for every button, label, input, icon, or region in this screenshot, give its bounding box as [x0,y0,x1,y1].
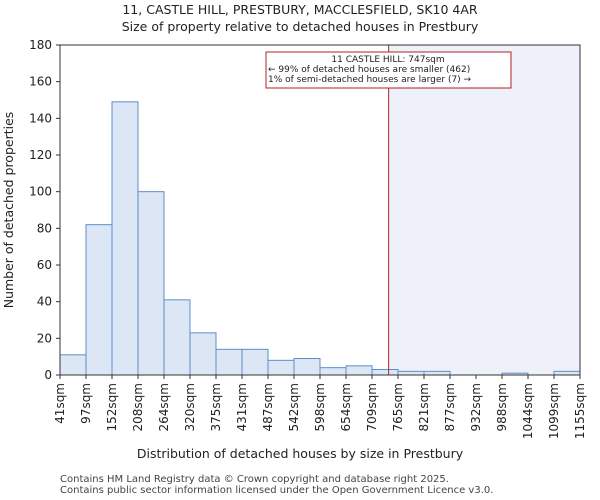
x-tick-label: 264sqm [157,383,171,431]
x-axis-label: Distribution of detached houses by size … [137,446,464,461]
bar-97sqm [85,224,113,376]
bar-598sqm [319,367,347,376]
x-tick-label: 375sqm [209,383,223,431]
y-tick-label: 60 [37,258,52,272]
x-tick-label: 487sqm [261,383,275,431]
bar-431sqm [241,348,269,376]
y-tick-label: 40 [37,295,52,309]
footer-line1: Contains HM Land Registry data © Crown c… [60,474,449,485]
bar-487sqm [267,359,295,376]
y-tick-label: 160 [29,75,52,89]
x-tick-label: 152sqm [105,383,119,431]
annotation-line2: ← 99% of detached houses are smaller (46… [268,65,470,75]
x-tick-label: 1099sqm [547,383,561,439]
annotation-line3: 1% of semi-detached houses are larger (7… [268,75,472,85]
bar-821sqm [423,370,451,376]
bar-320sqm [189,332,217,376]
bar-542sqm [293,358,321,376]
x-tick-label: 821sqm [417,383,431,431]
y-axis-label: Number of detached properties [1,112,16,309]
x-tick-label: 765sqm [391,383,405,431]
y-tick-label: 20 [37,331,52,345]
bar-765sqm [397,370,425,376]
bar-264sqm [163,299,191,376]
bar-152sqm [111,101,139,376]
x-tick-label: 320sqm [183,383,197,431]
bar-654sqm [345,365,373,376]
x-tick-label: 97sqm [79,383,93,424]
x-tick-label: 1155sqm [573,383,587,439]
x-tick-label: 709sqm [365,383,379,431]
chart-title-line1: 11, CASTLE HILL, PRESTBURY, MACCLESFIELD… [122,2,478,17]
bar-208sqm [137,191,165,376]
x-tick-label: 431sqm [235,383,249,431]
x-tick-label: 41sqm [53,383,67,424]
y-tick-label: 80 [37,221,52,235]
x-tick-label: 932sqm [469,383,483,431]
x-tick-label: 542sqm [287,383,301,431]
y-tick-label: 0 [44,368,52,382]
x-tick-label: 654sqm [339,383,353,431]
bar-709sqm [371,369,399,376]
highlight-region [388,45,580,375]
x-tick-label: 877sqm [443,383,457,431]
bar-41sqm [59,354,87,376]
bar-375sqm [215,348,243,376]
y-tick-label: 140 [29,111,52,125]
footer-line2: Contains public sector information licen… [60,485,494,496]
x-tick-label: 208sqm [131,383,145,431]
annotation-line1: 11 CASTLE HILL: 747sqm [331,55,444,65]
annotation-frame [265,51,512,89]
x-tick-label: 1044sqm [521,383,535,439]
annotation-box: 11 CASTLE HILL: 747sqm ← 99% of detached… [265,51,512,89]
x-tick-label: 598sqm [313,383,327,431]
y-tick-label: 180 [29,38,52,52]
bar-1099sqm [553,370,581,376]
y-tick-label: 100 [29,185,52,199]
chart-title-line2: Size of property relative to detached ho… [122,19,479,34]
x-tick-label: 988sqm [495,383,509,431]
y-tick-label: 120 [29,148,52,162]
